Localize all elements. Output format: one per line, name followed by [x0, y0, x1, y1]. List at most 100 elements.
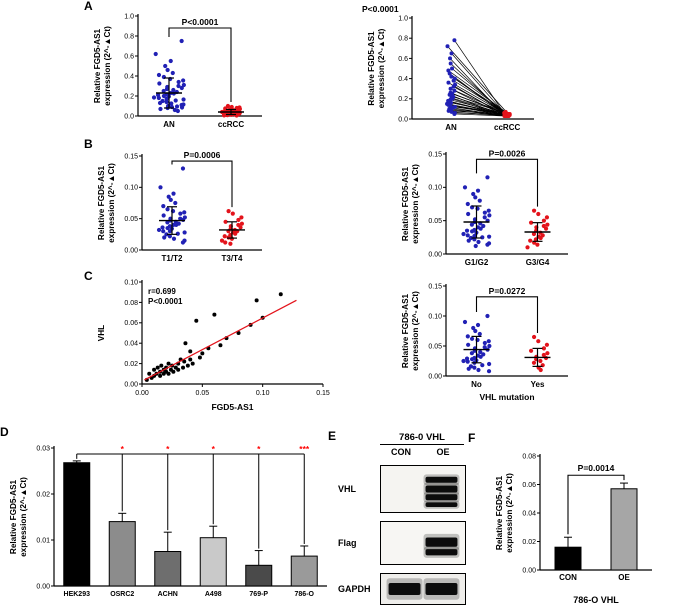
- blot-image-vhl: [380, 465, 466, 513]
- chart-grade-dotplot: 0.00 0.05 0.10 0.15 Relative FGD5-AS1 express…: [392, 138, 582, 281]
- svg-text:Relative FGD5-AS1: Relative FGD5-AS1: [97, 165, 106, 240]
- svg-text:P<0.0001: P<0.0001: [182, 17, 219, 27]
- svg-text:ccRCC: ccRCC: [494, 123, 520, 132]
- svg-text:0.00: 0.00: [522, 567, 536, 574]
- svg-text:0.6: 0.6: [124, 53, 134, 60]
- chart-vhl-mutation-dotplot: 0.00 0.05 0.10 0.15 Relative FGD5-AS1 express…: [392, 270, 582, 419]
- panel-label-d: D: [0, 425, 9, 439]
- svg-text:***: ***: [299, 444, 310, 454]
- svg-text:0.05: 0.05: [196, 390, 210, 397]
- b-left-svg: 0.00 0.05 0.10 0.15 Relative FGD5-AS1 express…: [97, 150, 262, 263]
- svg-text:0.10: 0.10: [256, 390, 270, 397]
- svg-text:0.8: 0.8: [398, 36, 408, 43]
- svg-text:P=0.0272: P=0.0272: [489, 286, 526, 296]
- svg-text:OSRC2: OSRC2: [110, 591, 134, 598]
- svg-text:0.4: 0.4: [398, 76, 408, 83]
- svg-text:0.15: 0.15: [428, 151, 442, 158]
- svg-text:Relative FGD5-AS1: Relative FGD5-AS1: [9, 479, 18, 554]
- svg-text:0.04: 0.04: [522, 510, 536, 517]
- a-right-svg: 0.0 0.2 0.4 0.6 0.8 1.0 Relative FGD5-AS1 expre…: [362, 4, 534, 132]
- svg-text:VHL: VHL: [97, 325, 106, 341]
- svg-text:r=0.699: r=0.699: [148, 287, 176, 296]
- svg-text:Relative FGD5-AS1: Relative FGD5-AS1: [401, 166, 410, 241]
- blot-image-flag: [380, 521, 466, 565]
- svg-text:VHL mutation: VHL mutation: [479, 392, 534, 402]
- svg-text:No: No: [471, 380, 482, 389]
- svg-text:0.06: 0.06: [124, 320, 138, 327]
- svg-text:CON: CON: [559, 573, 577, 582]
- svg-text:HEK293: HEK293: [64, 591, 91, 598]
- blot-bands-vhl: [423, 474, 460, 509]
- svg-text:0.05: 0.05: [428, 218, 442, 225]
- svg-text:ACHN: ACHN: [158, 591, 178, 598]
- svg-text:P<0.0001: P<0.0001: [362, 4, 399, 14]
- svg-text:0.6: 0.6: [398, 56, 408, 63]
- svg-text:*: *: [212, 444, 216, 454]
- svg-text:0.0: 0.0: [398, 116, 408, 123]
- panel-label-c: C: [84, 269, 93, 283]
- svg-text:0.00: 0.00: [135, 390, 149, 397]
- svg-text:0.10: 0.10: [124, 185, 138, 192]
- svg-text:0.15: 0.15: [124, 153, 138, 160]
- western-blot-panel: 786-0 VHL CON OE VHL Flag GAPDH: [338, 432, 478, 605]
- panel-label-b: B: [84, 137, 93, 151]
- svg-text:expression (2^-▲Ct): expression (2^-▲Ct): [107, 163, 116, 243]
- blot-row-gapdh: GAPDH: [338, 573, 478, 605]
- blot-row-label-flag: Flag: [338, 538, 357, 548]
- panel-label-f: F: [468, 431, 476, 445]
- svg-text:OE: OE: [618, 573, 630, 582]
- blot-row-flag: Flag: [338, 521, 478, 565]
- blot-row-vhl: VHL: [338, 465, 478, 513]
- blot-bands-flag: [423, 533, 460, 558]
- svg-text:0.15: 0.15: [316, 390, 330, 397]
- svg-text:P=0.0014: P=0.0014: [578, 463, 615, 473]
- svg-text:0.2: 0.2: [398, 96, 408, 103]
- svg-text:Relative FGD5-AS1: Relative FGD5-AS1: [495, 475, 504, 550]
- svg-text:0.00: 0.00: [124, 381, 138, 388]
- svg-text:AN: AN: [163, 120, 175, 129]
- svg-text:0.08: 0.08: [522, 453, 536, 460]
- svg-text:0.02: 0.02: [124, 361, 138, 368]
- d-svg: 0.00 0.01 0.02 0.03 Relative FGD5-AS1 express…: [9, 444, 327, 598]
- chart-tstage-dotplot: 0.00 0.05 0.10 0.15 Relative FGD5-AS1 express…: [92, 140, 270, 277]
- svg-text:FGD5-AS1: FGD5-AS1: [211, 402, 253, 412]
- svg-text:*: *: [257, 444, 261, 454]
- svg-text:0.10: 0.10: [428, 313, 442, 320]
- svg-text:0.10: 0.10: [428, 185, 442, 192]
- svg-text:Relative FGD5-AS1: Relative FGD5-AS1: [401, 293, 410, 368]
- svg-text:AN: AN: [445, 123, 457, 132]
- blot-image-gapdh: [380, 573, 466, 605]
- svg-text:0.15: 0.15: [428, 283, 442, 290]
- svg-text:expression (2^-▲Ct): expression (2^-▲Ct): [103, 26, 112, 106]
- blot-row-label-gapdh: GAPDH: [338, 584, 371, 594]
- svg-text:0.00: 0.00: [124, 247, 138, 254]
- svg-text:Yes: Yes: [531, 380, 545, 389]
- svg-text:expression (2^-▲Ct): expression (2^-▲Ct): [19, 477, 28, 557]
- blot-lane-oe: OE: [436, 447, 450, 457]
- chart-vhl-fgd5as1-correlation: 0.00 0.02 0.04 0.06 0.08 0.10 VHL 0.00 0.05 0.10 0…: [92, 274, 337, 419]
- svg-text:expression (2^-▲Ct): expression (2^-▲Ct): [377, 28, 386, 108]
- f-svg: 0.00 0.02 0.04 0.06 0.08 Relative FGD5-AS1 exp…: [495, 453, 652, 605]
- svg-text:0.04: 0.04: [124, 341, 138, 348]
- svg-text:1.0: 1.0: [124, 13, 134, 20]
- svg-text:786-O VHL: 786-O VHL: [573, 595, 619, 605]
- svg-text:0.10: 0.10: [124, 279, 138, 286]
- svg-text:P=0.0006: P=0.0006: [184, 150, 221, 160]
- svg-text:0.02: 0.02: [36, 491, 50, 498]
- svg-text:0.4: 0.4: [124, 73, 134, 80]
- svg-text:0.03: 0.03: [36, 445, 50, 452]
- svg-text:P=0.0026: P=0.0026: [489, 148, 526, 158]
- svg-text:0.00: 0.00: [428, 251, 442, 258]
- svg-text:G3/G4: G3/G4: [526, 258, 550, 267]
- blot-title: 786-0 VHL: [380, 432, 464, 445]
- svg-text:0.02: 0.02: [522, 539, 536, 546]
- b-right-svg: 0.00 0.05 0.10 0.15 Relative FGD5-AS1 express…: [401, 148, 568, 267]
- svg-text:0.00: 0.00: [428, 373, 442, 380]
- panel-label-e: E: [328, 429, 337, 443]
- svg-text:P<0.0001: P<0.0001: [148, 297, 183, 306]
- panel-label-a: A: [84, 0, 93, 13]
- blot-lane-con: CON: [391, 447, 411, 457]
- chart-paired-an-ccrcc: 0.0 0.2 0.4 0.6 0.8 1.0 Relative FGD5-AS1 expre…: [358, 0, 548, 150]
- chart-an-vs-ccrcc-dotplot: 0.0 0.2 0.4 0.6 0.8 1.0 Relative FGD5-AS1 expre…: [92, 0, 270, 145]
- svg-text:expression (2^-▲Ct): expression (2^-▲Ct): [411, 164, 420, 244]
